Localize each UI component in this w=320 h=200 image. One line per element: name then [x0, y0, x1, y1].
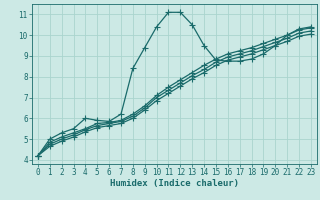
X-axis label: Humidex (Indice chaleur): Humidex (Indice chaleur) — [110, 179, 239, 188]
